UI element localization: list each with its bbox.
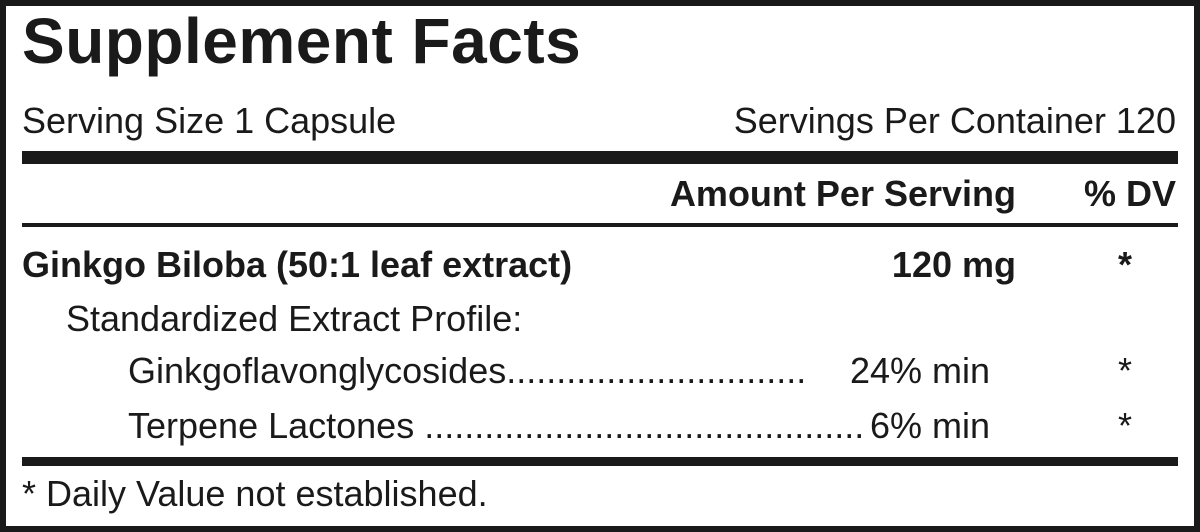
profile-heading: Standardized Extract Profile: [66,298,523,339]
profile-row: Ginkgoflavonglycosides .................… [128,350,990,392]
thick-divider [22,151,1178,164]
profile-dv: * [1117,405,1132,446]
label-title: Supplement Facts [22,5,582,77]
profile-dv: * [1117,350,1132,391]
servings-per-container: Servings Per Container 120 [733,100,1176,141]
profile-amount: 24% min [849,350,990,391]
dot-leader: .............................. [506,350,807,391]
amount-header: Amount Per Serving [669,173,1016,214]
ingredient-dv: * [1117,244,1132,285]
thick-divider [22,457,1178,466]
ingredient-amount: 120 mg [891,244,1016,285]
footnote: * Daily Value not established. [22,473,488,514]
dot-leader: ........................................… [424,405,865,446]
ingredient-name: Ginkgo Biloba (50:1 leaf extract) [22,244,573,285]
profile-amount: 6% min [869,405,990,446]
serving-size: Serving Size 1 Capsule [22,100,397,141]
thin-divider [22,223,1178,227]
profile-row: Terpene Lactones .......................… [128,405,990,447]
dv-header: % DV [1083,173,1176,214]
profile-name: Terpene Lactones [128,405,415,446]
profile-name: Ginkgoflavonglycosides [128,350,507,391]
